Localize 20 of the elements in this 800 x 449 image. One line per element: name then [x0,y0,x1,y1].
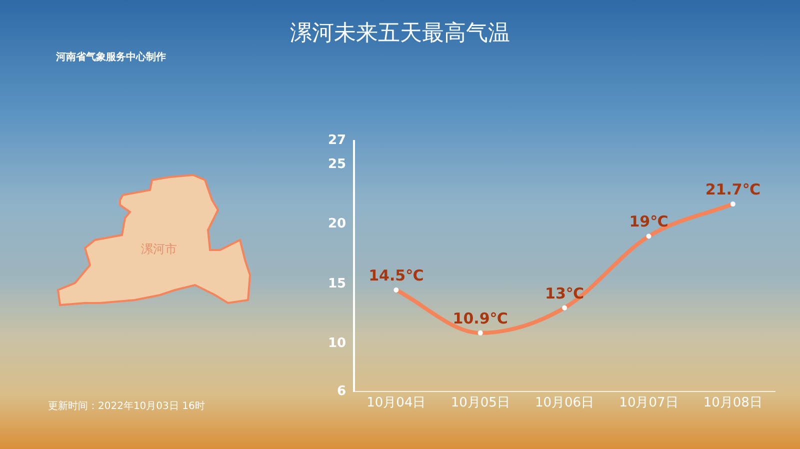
x-tick-label: 10月05日 [450,396,510,411]
y-tick-label: 10 [328,336,346,352]
y-tick-label: 15 [328,276,346,292]
data-label: 13℃ [545,284,584,302]
x-tick-label: 10月06日 [535,396,594,411]
chart-title: 漯河未来五天最高气温 [289,20,511,48]
text: 漯河市 [141,241,177,258]
x-tick-label: 10月04日 [366,396,426,411]
y-tick-label: 27 [328,133,346,148]
y-tick-label: 25 [328,157,346,172]
data-label: 21.7℃ [705,180,761,198]
x-tick-label: 10月07日 [619,396,678,411]
data-label: 14.5℃ [368,266,424,284]
data-label: 10.9℃ [452,309,508,328]
text: 河南省气象服务中心制作 [56,50,166,64]
y-tick-label: 20 [328,216,346,232]
x-tick-label: 10月08日 [703,396,762,411]
data-label: 19℃ [629,212,668,231]
text: 更新时间：2022年10月03日 16时 [48,400,205,413]
y-tick-label: 6 [337,384,346,399]
